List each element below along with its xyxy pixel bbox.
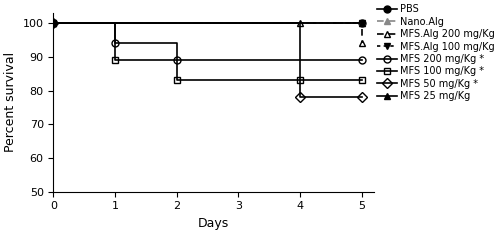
X-axis label: Days: Days bbox=[198, 217, 230, 230]
Y-axis label: Percent survival: Percent survival bbox=[4, 52, 17, 152]
Legend: PBS, Nano.Alg, MFS.Alg 200 mg/Kg, MFS.Alg 100 mg/Kg, MFS 200 mg/Kg *, MFS 100 mg: PBS, Nano.Alg, MFS.Alg 200 mg/Kg, MFS.Al… bbox=[377, 4, 495, 101]
